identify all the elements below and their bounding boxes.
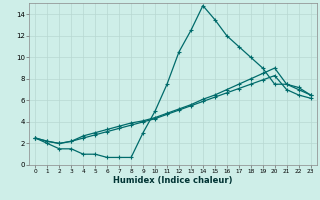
X-axis label: Humidex (Indice chaleur): Humidex (Indice chaleur) <box>113 176 233 185</box>
